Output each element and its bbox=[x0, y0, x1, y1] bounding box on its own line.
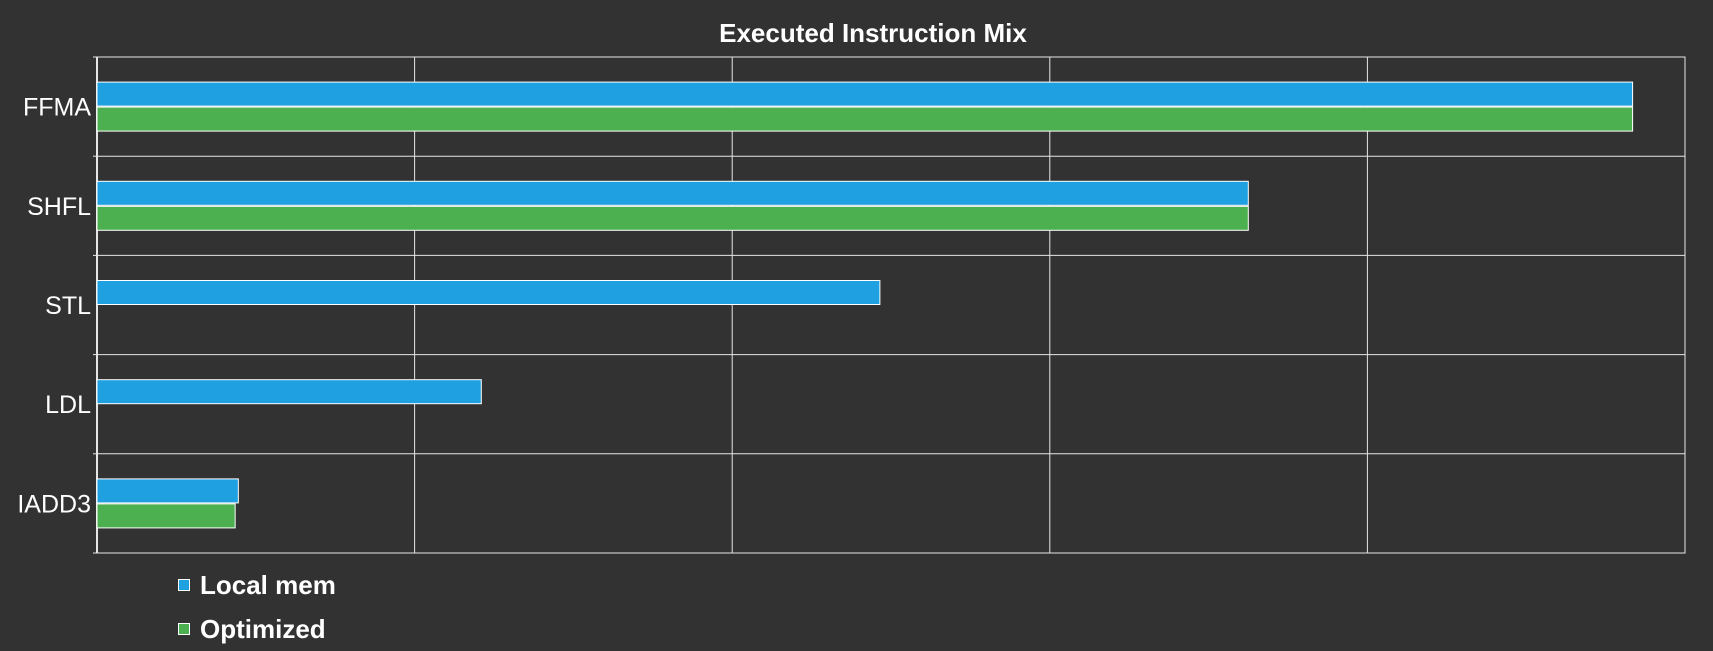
bar-iadd3-local-mem[interactable] bbox=[96, 478, 239, 504]
legend-swatch-optimized bbox=[178, 623, 190, 635]
category-label-ffma: FFMA bbox=[23, 94, 91, 122]
legend-label-optimized: Optimized bbox=[200, 613, 326, 644]
bar-ffma-local-mem[interactable] bbox=[96, 81, 1634, 107]
bar-ffma-optimized[interactable] bbox=[96, 106, 1634, 132]
legend-item-local-mem[interactable]: Local mem bbox=[178, 563, 336, 607]
bar-ldl-local-mem[interactable] bbox=[96, 379, 482, 405]
grid-lines bbox=[93, 56, 1686, 554]
bar-stl-local-mem[interactable] bbox=[96, 280, 881, 305]
legend: Local mem Optimized bbox=[178, 563, 336, 651]
bar-shfl-local-mem[interactable] bbox=[96, 180, 1249, 206]
category-label-shfl: SHFL bbox=[27, 193, 91, 221]
chart-title: Executed Instruction Mix bbox=[719, 18, 1027, 48]
legend-swatch-local-mem bbox=[178, 579, 190, 591]
bar-iadd3-optimized[interactable] bbox=[96, 503, 236, 529]
category-labels: FFMA SHFL STL LDL IADD3 bbox=[17, 94, 91, 519]
legend-label-local-mem: Local mem bbox=[200, 569, 336, 600]
category-label-ldl: LDL bbox=[45, 391, 91, 419]
legend-item-optimized[interactable]: Optimized bbox=[178, 607, 336, 651]
bars bbox=[96, 81, 1634, 529]
category-label-stl: STL bbox=[45, 292, 91, 320]
bar-shfl-optimized[interactable] bbox=[96, 205, 1249, 231]
category-label-iadd3: IADD3 bbox=[17, 490, 91, 518]
